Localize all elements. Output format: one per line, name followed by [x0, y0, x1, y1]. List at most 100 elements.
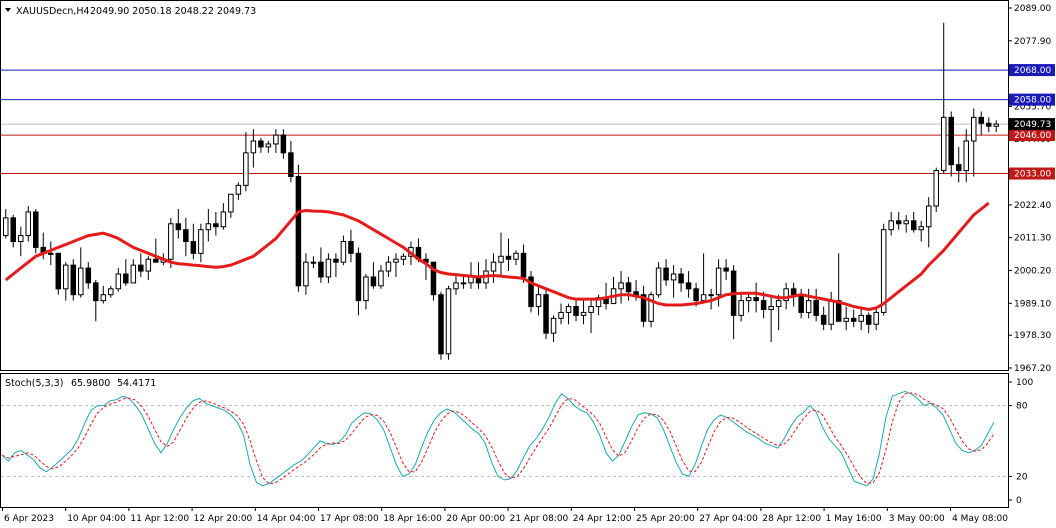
time-tick-label: 14 Apr 04:00: [257, 514, 316, 524]
candle: [10, 214, 17, 248]
candle: [970, 108, 977, 177]
candle-body: [393, 258, 399, 263]
candle: [138, 253, 144, 277]
candle-body: [325, 258, 332, 278]
candle: [33, 208, 39, 254]
candle: [198, 223, 204, 263]
candle: [325, 253, 332, 283]
candle-body: [10, 217, 17, 242]
price-tick-label: 2055.70: [1014, 102, 1051, 112]
candle-body: [115, 273, 122, 290]
candle-body: [565, 306, 572, 313]
candle-body: [873, 311, 879, 325]
stoch-tick-label: 0: [1016, 496, 1022, 506]
candle-body: [528, 276, 534, 308]
candle-body: [978, 116, 984, 124]
candle-body: [798, 294, 804, 313]
candle-body: [925, 205, 932, 228]
candle-body: [775, 300, 782, 308]
stoch-signal-value: 54.4171: [117, 378, 156, 389]
candle: [318, 247, 324, 283]
level-tag-label: 2058.00: [1014, 96, 1051, 106]
candle-body: [138, 264, 144, 272]
candle: [153, 238, 159, 263]
candle-body: [895, 220, 902, 225]
candle-body: [363, 276, 369, 302]
candle: [895, 211, 902, 230]
candle-body: [813, 300, 819, 316]
stoch-main-value: 65.9800: [71, 378, 110, 389]
time-tick-label: 17 Apr 08:00: [320, 514, 379, 524]
stoch-axis: 100 80 20 0: [1008, 378, 1033, 506]
candle-body: [498, 255, 504, 263]
candle: [340, 235, 347, 266]
candle: [918, 220, 924, 242]
candle: [738, 294, 744, 322]
candle-body: [753, 297, 759, 302]
candle-body: [738, 300, 744, 316]
candle-body: [243, 152, 249, 186]
candle-body: [25, 211, 32, 237]
candle: [565, 303, 572, 325]
stoch-panel-frame: [0, 373, 1009, 508]
candle: [438, 291, 444, 360]
price-tick-label: 1978.30: [1014, 331, 1051, 341]
candle-body: [708, 294, 714, 297]
candle-body: [190, 240, 197, 254]
candle: [933, 167, 939, 212]
candle-body: [198, 229, 204, 254]
time-tick-label: 6 Apr 2023: [4, 514, 54, 524]
candle: [3, 208, 9, 239]
candle-body: [948, 116, 954, 166]
candle: [993, 120, 999, 133]
candle-body: [250, 140, 257, 154]
time-axis: 6 Apr 2023 10 Apr 04:00 11 Apr 12:00 12 Apr…: [2, 507, 1008, 524]
candle-body: [438, 294, 444, 355]
candle: [303, 253, 309, 295]
candle-body: [385, 261, 392, 272]
candle-body: [670, 273, 677, 281]
candle-body: [468, 276, 474, 284]
stoch-tick-label: 80: [1016, 402, 1028, 412]
candle-body: [265, 143, 272, 148]
candle: [573, 300, 579, 322]
candle: [48, 241, 54, 266]
candle: [273, 129, 279, 153]
candle-body: [993, 123, 999, 127]
candle-body: [153, 258, 159, 263]
candle: [835, 253, 842, 322]
candle-body: [108, 288, 114, 296]
price-tick-label: 2000.20: [1014, 266, 1051, 276]
stoch-main-line: [1, 390, 995, 487]
candle: [93, 279, 99, 322]
candle: [768, 294, 774, 342]
candle: [333, 253, 339, 277]
candle: [640, 285, 647, 328]
candle: [850, 309, 857, 328]
candle-body: [3, 217, 9, 237]
candle: [550, 315, 557, 342]
price-tick-label: 2011.30: [1014, 234, 1051, 244]
candle: [880, 223, 887, 316]
candle: [400, 253, 407, 266]
price-tick-label: 1967.20: [1014, 364, 1051, 374]
candle-body: [640, 294, 647, 322]
candle: [243, 132, 249, 192]
candle: [888, 211, 894, 236]
candle-body: [183, 229, 189, 242]
candle: [355, 247, 362, 316]
candle: [295, 164, 302, 292]
candle-body: [453, 282, 459, 290]
candle-body: [543, 294, 549, 334]
candle-body: [888, 220, 894, 231]
candle: [505, 238, 512, 272]
candle: [670, 265, 677, 298]
candle-body: [295, 175, 302, 287]
triangle-down-icon[interactable]: [5, 8, 11, 12]
candle-body: [858, 314, 864, 322]
candle-body: [745, 297, 752, 302]
time-tick-label: 25 Apr 20:00: [636, 514, 695, 524]
candle: [175, 208, 182, 239]
candle: [168, 217, 174, 269]
